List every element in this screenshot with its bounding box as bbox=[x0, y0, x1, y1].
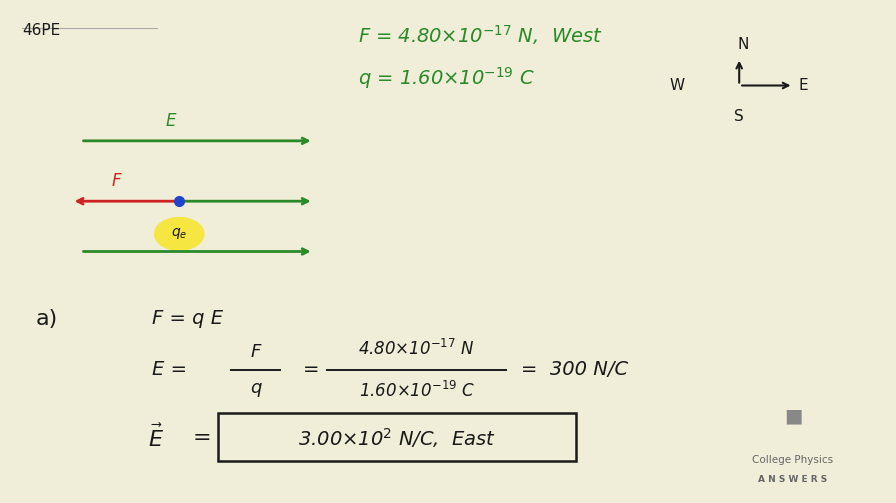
Text: $q_e$: $q_e$ bbox=[171, 226, 187, 241]
Text: N: N bbox=[738, 37, 749, 52]
Text: 1.60×10$^{-19}$ C: 1.60×10$^{-19}$ C bbox=[358, 381, 475, 401]
Text: F: F bbox=[250, 343, 261, 361]
Text: a): a) bbox=[36, 309, 58, 329]
Text: 46PE: 46PE bbox=[22, 23, 61, 38]
Text: q = 1.60×10$^{-19}$ C: q = 1.60×10$^{-19}$ C bbox=[358, 65, 536, 91]
Text: A N S W E R S: A N S W E R S bbox=[758, 475, 828, 484]
Text: ■: ■ bbox=[784, 406, 802, 425]
Text: =: = bbox=[193, 428, 211, 448]
FancyBboxPatch shape bbox=[218, 413, 576, 461]
Text: q: q bbox=[250, 379, 261, 397]
Text: W: W bbox=[670, 78, 685, 93]
Text: College Physics: College Physics bbox=[753, 455, 833, 465]
Text: E: E bbox=[798, 78, 808, 93]
Text: E =: E = bbox=[152, 360, 187, 379]
Ellipse shape bbox=[155, 218, 204, 250]
Text: 4.80×10$^{-17}$ N: 4.80×10$^{-17}$ N bbox=[358, 339, 475, 359]
Text: F: F bbox=[112, 172, 122, 190]
Text: =  300 N/C: = 300 N/C bbox=[521, 360, 629, 379]
Text: =: = bbox=[303, 360, 319, 379]
Text: ▲: ▲ bbox=[788, 412, 797, 423]
Text: 3.00×10$^{2}$ N/C,  East: 3.00×10$^{2}$ N/C, East bbox=[297, 426, 496, 450]
Text: S: S bbox=[735, 109, 744, 124]
Text: $\vec{E}$: $\vec{E}$ bbox=[148, 424, 164, 451]
Text: E: E bbox=[166, 112, 177, 130]
Text: F = q E: F = q E bbox=[152, 309, 223, 328]
Text: F = 4.80×10$^{-17}$ N,  West: F = 4.80×10$^{-17}$ N, West bbox=[358, 23, 603, 47]
